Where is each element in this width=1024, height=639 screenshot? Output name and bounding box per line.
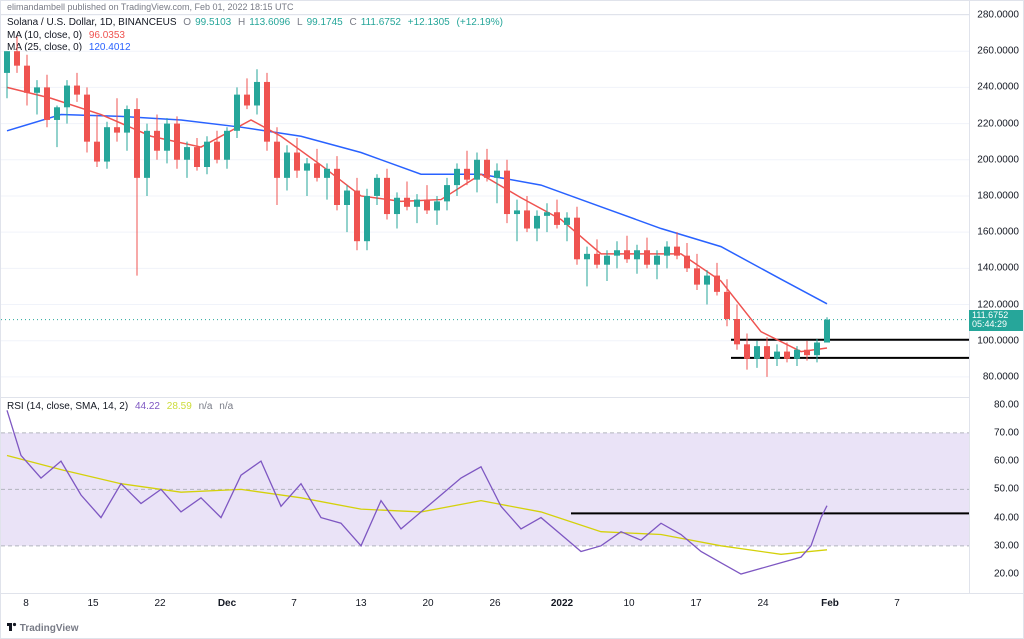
rsi-chart-svg: [1, 399, 971, 591]
x-tick: 13: [355, 598, 366, 609]
x-tick: 7: [894, 598, 900, 609]
price-panel[interactable]: [1, 15, 969, 395]
rsi-y-tick: 70.00: [994, 427, 1019, 438]
x-tick: Dec: [218, 598, 236, 609]
chart-container: elimandambell published on TradingView.c…: [0, 0, 1024, 639]
price-y-tick: 240.0000: [977, 82, 1019, 93]
y-axis[interactable]: 80.0000 100.0000 120.0000 140.0000 160.0000 1…: [969, 1, 1023, 593]
price-chart-svg: [1, 15, 971, 395]
tradingview-icon: [7, 622, 17, 632]
price-y-tick: 200.0000: [977, 154, 1019, 165]
price-y-tick: 120.0000: [977, 299, 1019, 310]
panel-separator[interactable]: [1, 397, 1023, 398]
x-tick: Feb: [821, 598, 839, 609]
x-tick: 20: [422, 598, 433, 609]
price-y-tick: 140.0000: [977, 263, 1019, 274]
x-tick: 22: [154, 598, 165, 609]
x-tick: 17: [690, 598, 701, 609]
attribution-text: elimandambell published on TradingView.c…: [7, 2, 294, 13]
rsi-y-tick: 30.00: [994, 540, 1019, 551]
brand-text: TradingView: [20, 623, 79, 634]
rsi-y-tick: 40.00: [994, 512, 1019, 523]
x-tick: 2022: [551, 598, 573, 609]
price-y-tick: 80.0000: [983, 371, 1019, 382]
x-tick: 8: [23, 598, 29, 609]
x-tick: 24: [757, 598, 768, 609]
price-y-tick: 280.0000: [977, 10, 1019, 21]
x-tick: 15: [87, 598, 98, 609]
rsi-y-tick: 80.00: [994, 399, 1019, 410]
price-y-tick: 100.0000: [977, 335, 1019, 346]
price-y-tick: 160.0000: [977, 227, 1019, 238]
x-axis[interactable]: 8 15 22 Dec 7 13 20 26 2022 10 17 24 Feb 7: [1, 593, 1023, 617]
last-price-badge: 111.675205:44:29: [969, 310, 1023, 332]
x-tick: 7: [291, 598, 297, 609]
brand-logo[interactable]: TradingView: [7, 622, 79, 634]
x-tick: 26: [489, 598, 500, 609]
attribution-bar: elimandambell published on TradingView.c…: [1, 1, 1023, 15]
rsi-panel[interactable]: [1, 399, 969, 591]
rsi-y-tick: 60.00: [994, 456, 1019, 467]
x-tick: 10: [623, 598, 634, 609]
rsi-y-tick: 50.00: [994, 484, 1019, 495]
rsi-y-tick: 20.00: [994, 569, 1019, 580]
price-y-tick: 260.0000: [977, 46, 1019, 57]
price-y-tick: 220.0000: [977, 118, 1019, 129]
price-y-tick: 180.0000: [977, 190, 1019, 201]
